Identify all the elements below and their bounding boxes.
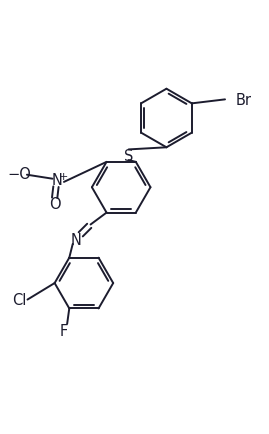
Text: N: N xyxy=(70,232,81,247)
Text: S: S xyxy=(124,148,133,163)
Text: Br: Br xyxy=(236,92,252,108)
Text: Cl: Cl xyxy=(12,293,27,307)
Text: O: O xyxy=(49,197,61,212)
Text: F: F xyxy=(60,323,68,338)
Text: +: + xyxy=(58,171,68,181)
Text: N: N xyxy=(52,173,63,188)
Text: −O: −O xyxy=(8,167,31,181)
